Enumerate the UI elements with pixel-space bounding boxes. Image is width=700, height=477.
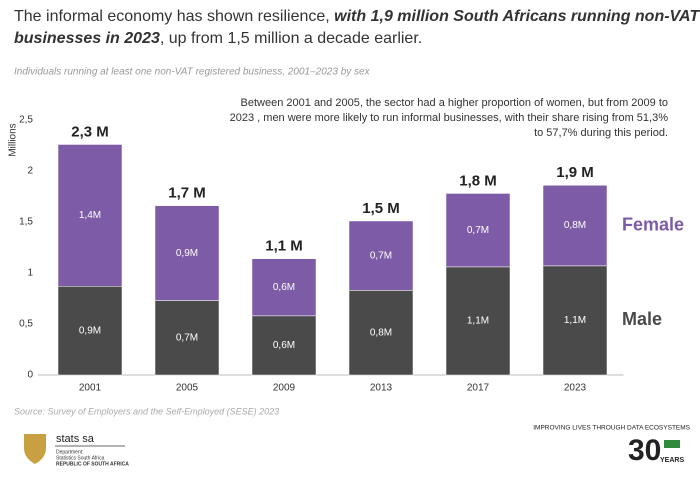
bar-segment (348, 220, 414, 291)
y-tick-label: 1,5 (19, 217, 33, 228)
anniversary-word: YEARS (660, 457, 684, 464)
source: Source: Survey of Employers and the Self… (14, 406, 279, 416)
bar-segment (251, 258, 317, 317)
bar-segment (542, 265, 608, 376)
y-axis-label: Millions (8, 123, 19, 156)
value-label: 1,4M (79, 210, 101, 221)
bar-segment (348, 290, 414, 376)
headline-text: The informal economy has shown resilienc… (14, 8, 334, 25)
bar-segment (57, 144, 123, 287)
headline: The informal economy has shown resilienc… (14, 8, 700, 25)
legend-label: Female (622, 214, 684, 234)
bar-segment (542, 185, 608, 267)
annotation: to 57,7% during this period. (534, 127, 668, 139)
flag (664, 440, 680, 448)
total-label: 1,9 M (556, 164, 594, 181)
total-label: 1,1 M (265, 238, 303, 255)
x-tick-label: 2001 (79, 383, 102, 394)
x-tick-label: 2017 (467, 383, 490, 394)
headline-text: , up from 1,5 million a decade earlier. (160, 30, 422, 47)
y-tick-label: 0 (27, 370, 33, 381)
headline-emphasis: with 1,9 million South Africans running … (334, 8, 700, 25)
annotation: 2023 , men were more likely to run infor… (230, 112, 669, 124)
value-label: 1,1M (467, 316, 489, 327)
bar-segment (57, 286, 123, 376)
subtitle: Individuals running at least one non-VAT… (14, 67, 371, 78)
x-tick-label: 2009 (273, 383, 296, 394)
logo: stats sa Department: Statistics South Af… (24, 433, 129, 467)
bar-segment (445, 266, 511, 376)
value-label: 0,6M (273, 340, 295, 351)
total-label: 2,3 M (71, 123, 109, 140)
republic: REPUBLIC OF SOUTH AFRICA (56, 461, 129, 467)
y-tick-label: 2,5 (19, 115, 33, 126)
legend-label: Male (622, 309, 662, 329)
value-label: 0,8M (564, 220, 586, 231)
org-name: stats sa (56, 433, 95, 445)
bar-segment (154, 205, 220, 301)
value-label: 1,1M (564, 315, 586, 326)
annotation: Between 2001 and 2005, the sector had a … (241, 97, 668, 109)
y-tick-label: 1 (27, 268, 33, 279)
x-tick-label: 2023 (564, 383, 587, 394)
x-tick-label: 2005 (176, 383, 199, 394)
headline: businesses in 2023, up from 1,5 million … (14, 30, 422, 47)
headline-emphasis: businesses in 2023 (14, 30, 160, 47)
dept: Statistics South Africa (56, 455, 105, 461)
total-label: 1,8 M (459, 172, 497, 189)
total-label: 1,5 M (362, 200, 400, 217)
value-label: 0,7M (467, 225, 489, 236)
value-label: 0,9M (79, 325, 101, 336)
coat-of-arms (24, 434, 46, 464)
anniversary-number: 30 (628, 434, 661, 467)
y-tick-label: 2 (27, 166, 33, 177)
x-tick-label: 2013 (370, 383, 393, 394)
value-label: 0,7M (176, 332, 198, 343)
dept: Department: (56, 449, 84, 455)
value-label: 0,6M (273, 282, 295, 293)
y-tick-label: 0,5 (19, 319, 33, 330)
bar-segment (445, 193, 511, 268)
value-label: 0,7M (370, 250, 392, 261)
total-label: 1,7 M (168, 185, 206, 202)
value-label: 0,8M (370, 327, 392, 338)
slogan: IMPROVING LIVES THROUGH DATA ECOSYSTEMS (533, 425, 690, 432)
value-label: 0,9M (176, 248, 198, 259)
